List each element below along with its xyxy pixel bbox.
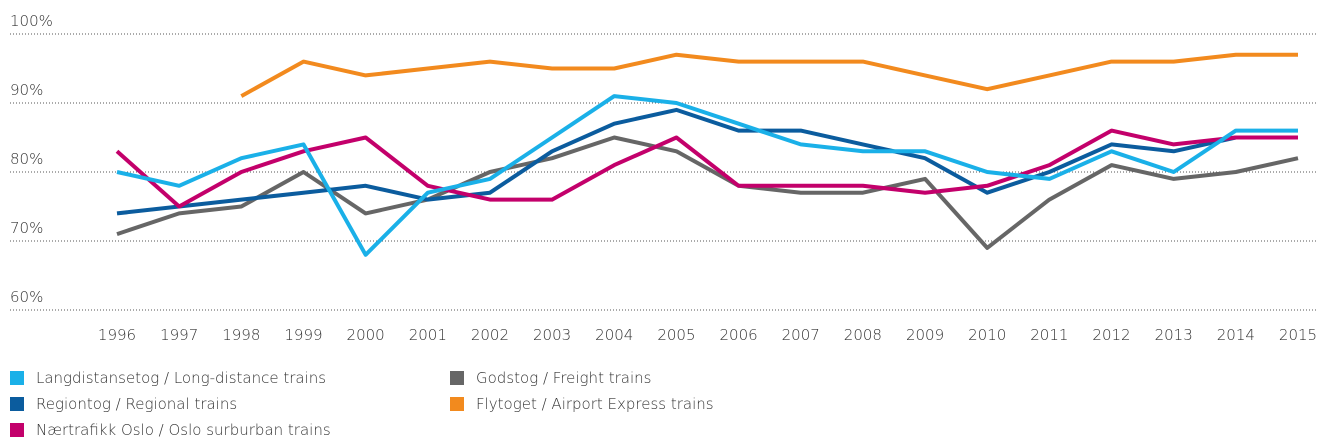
legend-label: Regiontog / Regional trains [36,395,237,413]
y-tick-label: 70% [10,219,43,237]
x-tick-label: 1996 [98,326,136,344]
x-tick-label: 2001 [409,326,447,344]
x-tick-label: 2011 [1030,326,1068,344]
series-line [115,128,1298,209]
x-tick-label: 2004 [595,326,633,344]
x-tick-label: 2006 [719,326,757,344]
x-tick-label: 2005 [657,326,695,344]
x-tick-label: 2013 [1155,326,1193,344]
legend-swatch [10,371,24,385]
x-tick-label: 2012 [1092,326,1130,344]
series-line [116,94,1298,257]
x-tick-label: 2000 [347,326,385,344]
series-line [116,107,1298,216]
y-tick-label: 90% [10,81,43,99]
x-tick-label: 1999 [284,326,322,344]
x-tick-label: 2015 [1279,326,1317,344]
x-tick-label: 2010 [968,326,1006,344]
legend-swatch [10,397,24,411]
series-line [240,52,1298,98]
legend-label: Nærtrafikk Oslo / Oslo surburban trains [36,421,331,439]
y-tick-label: 100% [10,12,53,30]
y-tick-label: 60% [10,288,43,306]
x-tick-label: 2007 [782,326,820,344]
x-tick-label: 2008 [844,326,882,344]
legend-label: Flytoget / Airport Express trains [476,395,714,413]
x-tick-label: 2009 [906,326,944,344]
legend-swatch [10,423,24,437]
series-line [116,135,1299,250]
x-tick-label: 2002 [471,326,509,344]
legend-label: Langdistansetog / Long-distance trains [36,369,326,387]
x-tick-label: 1997 [160,326,198,344]
x-tick-label: 2003 [533,326,571,344]
legend-swatch [450,371,464,385]
legend-swatch [450,397,464,411]
x-tick-label: 1998 [222,326,260,344]
legend-label: Godstog / Freight trains [476,369,651,387]
x-tick-label: 2014 [1217,326,1255,344]
y-tick-label: 80% [10,150,43,168]
